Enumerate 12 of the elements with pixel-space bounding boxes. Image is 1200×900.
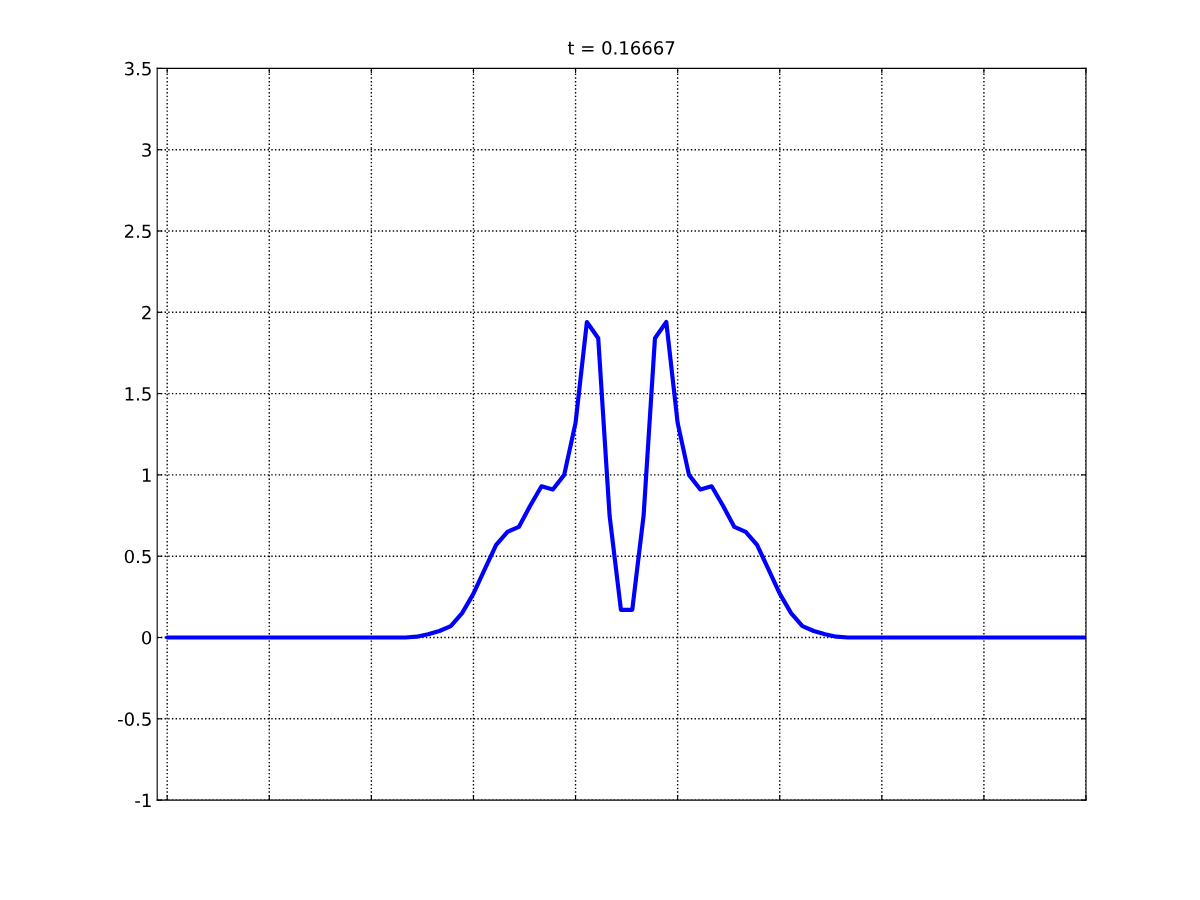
- y-tick-label: 3.5: [125, 61, 151, 76]
- line-series: [165, 319, 1086, 640]
- y-tick-label: 1.5: [125, 387, 151, 401]
- y-tick-label: 0.5: [124, 549, 151, 564]
- y-tick-label: -1: [135, 793, 151, 807]
- chart-title: t = 0.16667: [567, 41, 675, 55]
- y-tick-label: 0: [142, 630, 152, 645]
- y-tick-label: -0.5: [117, 712, 151, 726]
- y-tick-label: 1: [142, 468, 151, 482]
- y-tick-label: 2.5: [124, 224, 151, 239]
- y-tick-label: 3: [142, 143, 151, 157]
- y-tick-label: 2: [142, 305, 151, 320]
